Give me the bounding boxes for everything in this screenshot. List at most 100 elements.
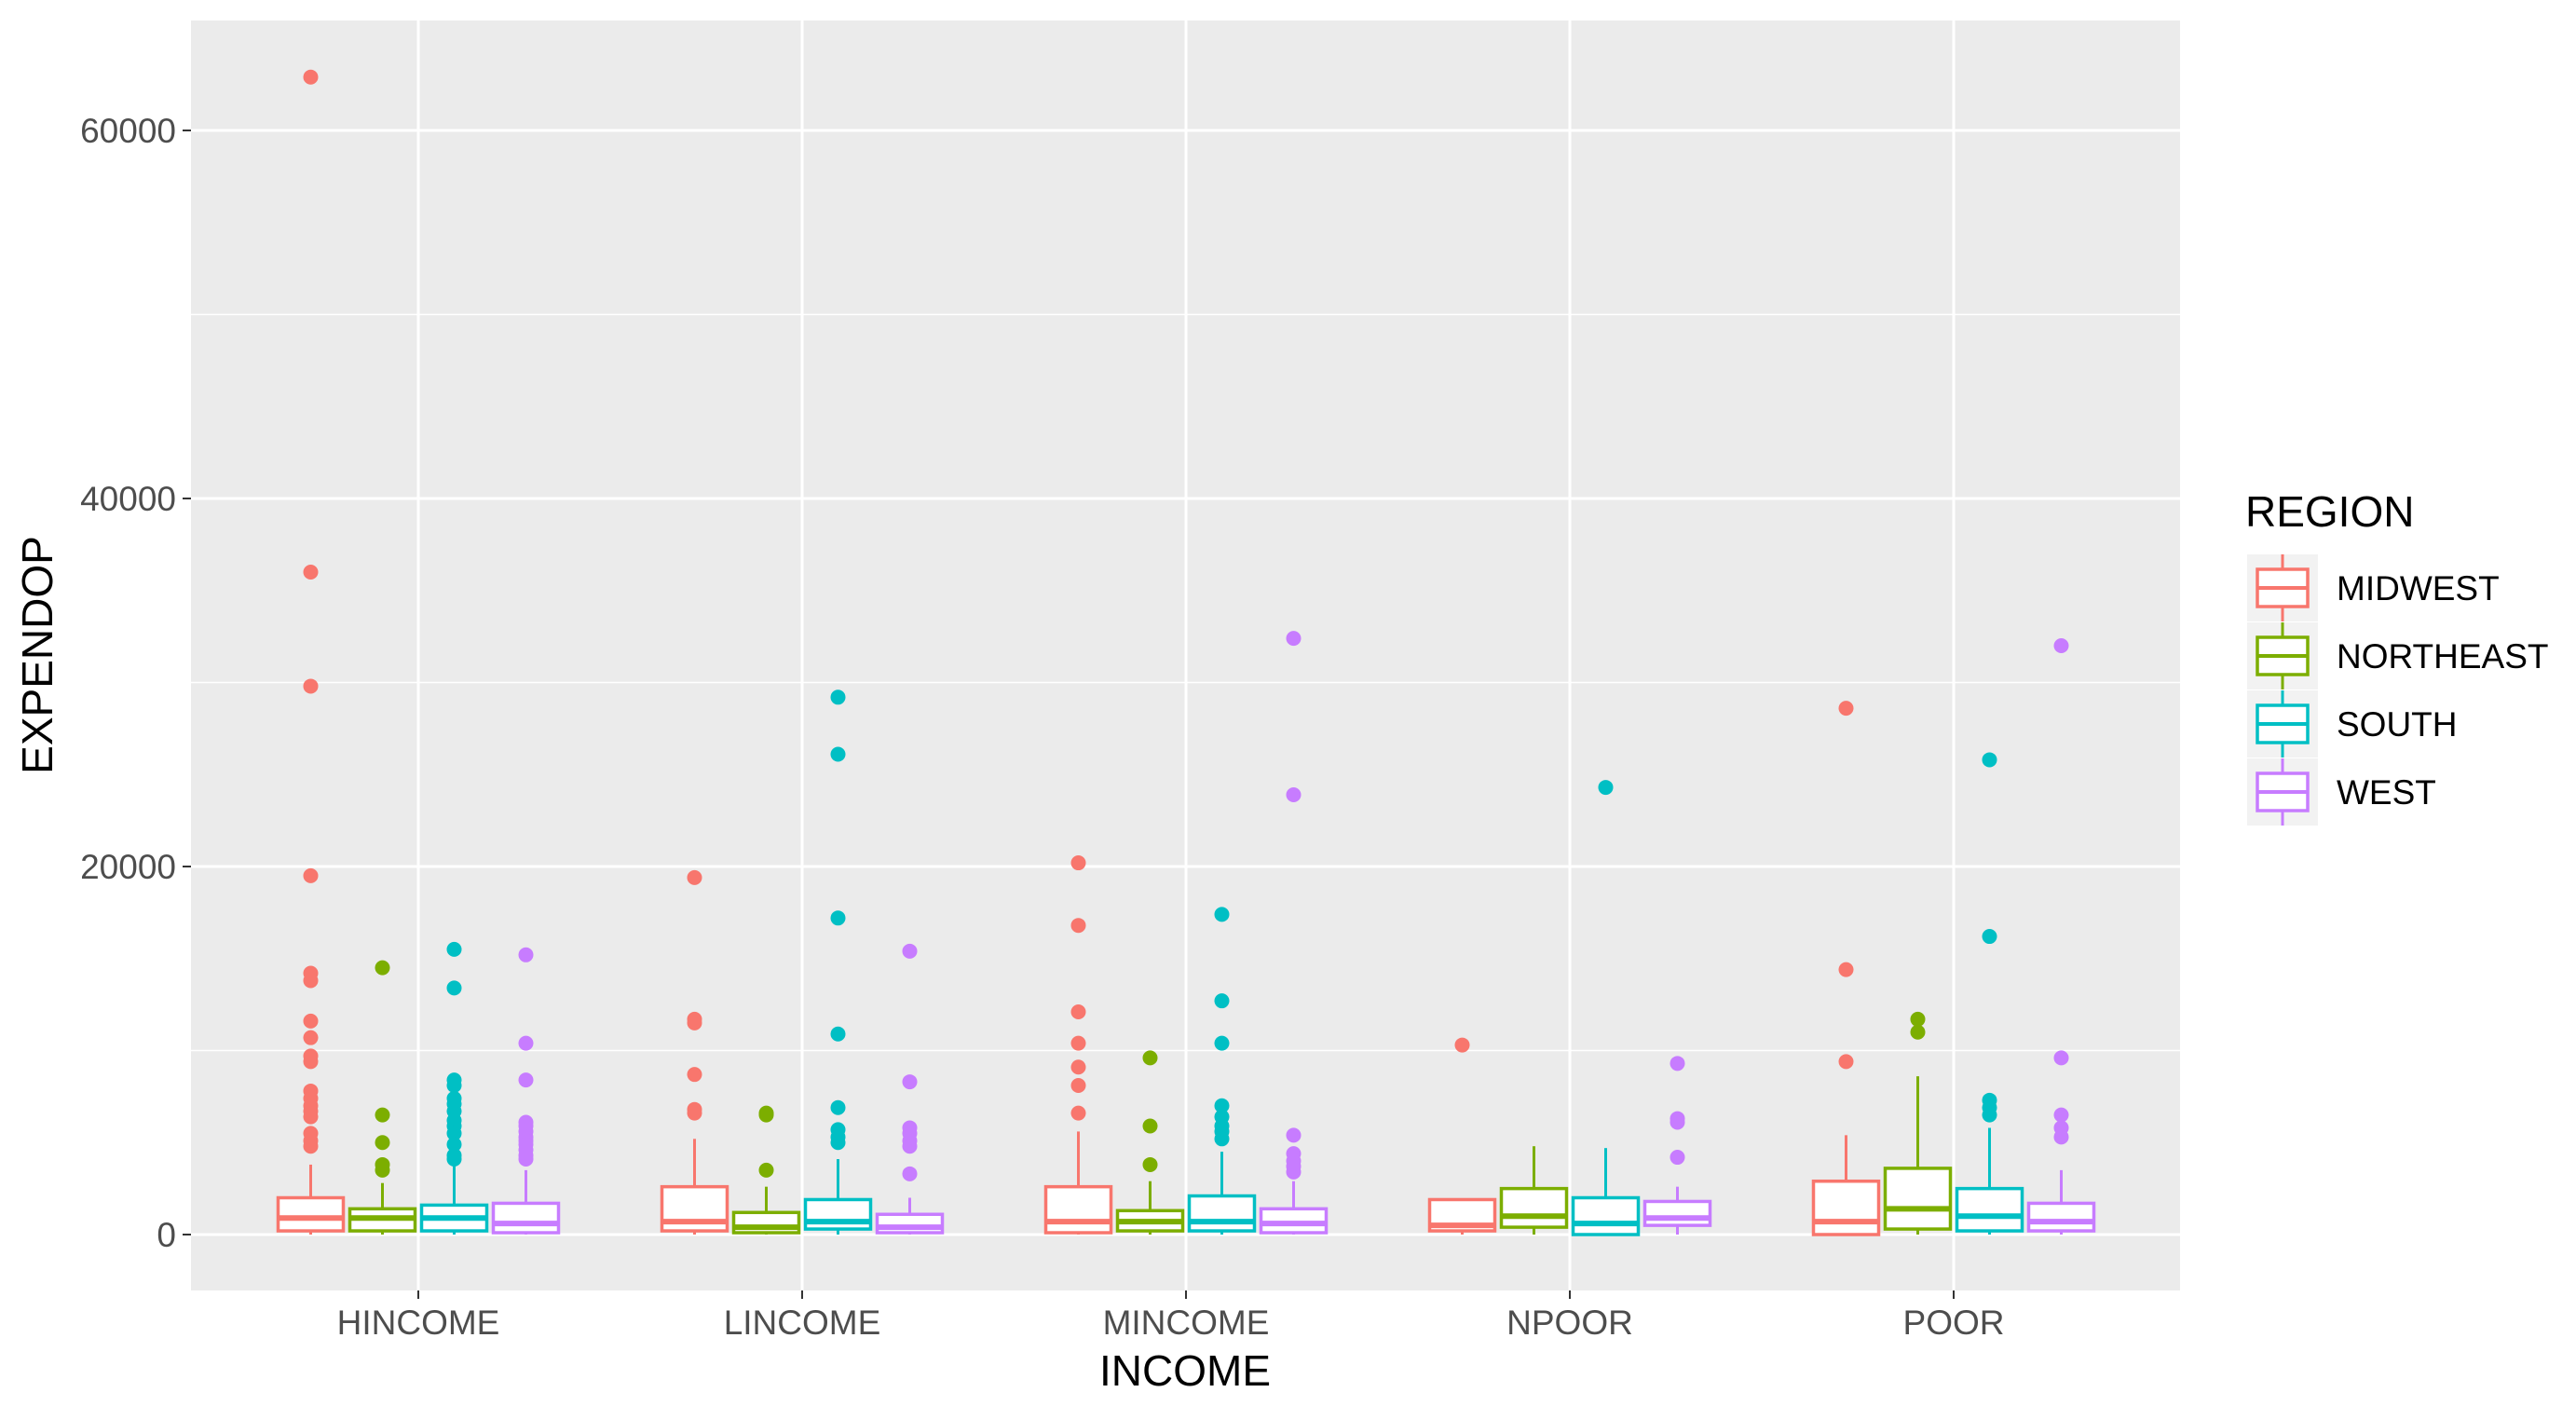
series-northeast	[348, 960, 1953, 1235]
outlier-point	[446, 980, 462, 996]
outlier-point	[758, 1162, 774, 1178]
outlier-point	[1214, 1131, 1230, 1147]
outlier-point	[375, 1162, 390, 1178]
outlier-point	[303, 1013, 319, 1029]
outlier-point	[1214, 1098, 1230, 1113]
outlier-point	[1070, 855, 1086, 871]
outlier-point	[1910, 1024, 1926, 1040]
gridlines	[191, 20, 2180, 1290]
outlier-point	[758, 1107, 774, 1123]
outlier-point	[446, 1078, 462, 1094]
outlier-point	[303, 678, 319, 694]
outlier-point	[830, 746, 846, 762]
legend-label: WEST	[2337, 773, 2436, 812]
x-tick-label: POOR	[1903, 1304, 2005, 1342]
outlier-point	[1670, 1056, 1685, 1072]
outlier-point	[1982, 929, 1997, 945]
outlier-point	[518, 1152, 534, 1167]
y-axis-title: EXPENDOP	[13, 536, 61, 774]
outlier-point	[1142, 1118, 1158, 1134]
outlier-point	[1670, 1150, 1685, 1166]
legend: REGION MIDWEST NORTHEAST SOUTH WEST	[2245, 487, 2549, 826]
outlier-point	[303, 867, 319, 883]
box	[1642, 1199, 1712, 1227]
outlier-point	[303, 1030, 319, 1045]
box	[1571, 1195, 1641, 1236]
outlier-point	[446, 1152, 462, 1167]
outlier-point	[1070, 918, 1086, 934]
box	[1043, 1184, 1113, 1235]
outlier-point	[1070, 1059, 1086, 1075]
legend-label: SOUTH	[2337, 705, 2458, 744]
box	[1499, 1186, 1569, 1229]
outlier-point	[687, 1067, 702, 1083]
outlier-point	[1286, 631, 1302, 647]
outlier-point	[1670, 1114, 1685, 1130]
box	[491, 1201, 561, 1235]
box	[1187, 1194, 1257, 1233]
outlier-point	[446, 1126, 462, 1141]
box	[1883, 1167, 1953, 1231]
box	[2026, 1201, 2096, 1233]
box	[276, 1195, 346, 1233]
outlier-point	[1214, 907, 1230, 922]
y-tick-label: 0	[157, 1216, 176, 1254]
outlier-point	[303, 1054, 319, 1070]
x-tick-label: LINCOME	[724, 1304, 881, 1342]
legend-label: NORTHEAST	[2337, 637, 2549, 676]
outlier-point	[1286, 1164, 1302, 1180]
x-axis-title: INCOME	[1099, 1346, 1271, 1395]
outlier-point	[2053, 1129, 2069, 1145]
outlier-point	[303, 565, 319, 580]
outlier-point	[1598, 780, 1614, 796]
outlier-point	[446, 941, 462, 957]
outlier-point	[1838, 701, 1854, 717]
outlier-point	[375, 1107, 390, 1123]
outlier-point	[687, 869, 702, 885]
outlier-point	[2053, 1050, 2069, 1066]
outlier-point	[303, 1139, 319, 1154]
outlier-point	[687, 1015, 702, 1031]
outlier-point	[1454, 1037, 1470, 1053]
box	[1955, 1186, 2024, 1233]
y-axis-ticks: 0 20000 40000 60000	[80, 112, 191, 1254]
x-tick-label: NPOOR	[1506, 1304, 1633, 1342]
legend-title: REGION	[2245, 487, 2414, 536]
outlier-point	[1982, 1107, 1997, 1123]
outlier-point	[902, 943, 918, 959]
series-west	[491, 631, 2096, 1235]
outlier-point	[2053, 1107, 2069, 1123]
outlier-point	[830, 689, 846, 705]
outlier-point	[1070, 1105, 1086, 1121]
outlier-point	[1070, 1078, 1086, 1094]
outlier-point	[830, 1099, 846, 1115]
legend-item-west: WEST	[2247, 758, 2436, 826]
outlier-point	[1286, 786, 1302, 802]
outlier-point	[830, 1026, 846, 1042]
outlier-point	[1142, 1050, 1158, 1066]
outlier-point	[830, 1135, 846, 1151]
outlier-point	[446, 1137, 462, 1153]
legend-item-south: SOUTH	[2247, 690, 2458, 758]
outlier-point	[303, 69, 319, 85]
x-tick-label: HINCOME	[337, 1304, 500, 1342]
outlier-point	[518, 1035, 534, 1051]
outlier-point	[1214, 993, 1230, 1009]
outlier-point	[303, 973, 319, 989]
outlier-point	[1838, 962, 1854, 977]
outlier-point	[1214, 1035, 1230, 1051]
legend-item-midwest: MIDWEST	[2247, 554, 2500, 621]
outlier-point	[1070, 1004, 1086, 1020]
series-midwest	[276, 69, 1881, 1236]
outlier-point	[375, 1135, 390, 1151]
outlier-point	[830, 910, 846, 926]
box	[1811, 1179, 1881, 1236]
outlier-point	[518, 947, 534, 962]
outlier-point	[375, 960, 390, 976]
y-tick-label: 60000	[80, 112, 176, 150]
legend-item-northeast: NORTHEAST	[2247, 622, 2549, 689]
x-tick-label: MINCOME	[1103, 1304, 1270, 1342]
y-tick-label: 40000	[80, 480, 176, 518]
outlier-point	[1982, 752, 1997, 768]
outlier-point	[902, 1166, 918, 1181]
